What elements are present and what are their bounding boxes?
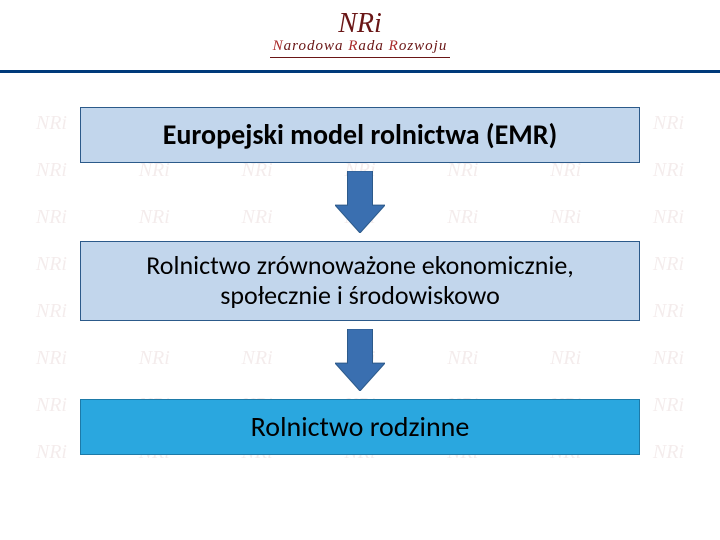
- logo-monogram: NRi: [270, 10, 450, 38]
- header-divider: [0, 70, 720, 73]
- logo-text: Narodowa Rada Rozwoju: [270, 38, 450, 55]
- flow-box-family-text: Rolnictwo rodzinne: [251, 411, 470, 443]
- slide-header: NRi Narodowa Rada Rozwoju: [0, 0, 720, 77]
- arrow-down-icon: [335, 171, 385, 233]
- flow-diagram: Europejski model rolnictwa (EMR) Rolnict…: [0, 77, 720, 455]
- flow-box-emr: Europejski model rolnictwa (EMR): [80, 107, 640, 163]
- flow-box-sustainable: Rolnictwo zrównoważone ekonomicznie, spo…: [80, 241, 640, 321]
- flow-box-family: Rolnictwo rodzinne: [80, 399, 640, 455]
- flow-box-emr-text: Europejski model rolnictwa (EMR): [163, 119, 558, 151]
- arrow-down-icon: [335, 329, 385, 391]
- logo-underline: [270, 57, 450, 58]
- logo: NRi Narodowa Rada Rozwoju: [270, 10, 450, 58]
- flow-box-sustainable-text: Rolnictwo zrównoważone ekonomicznie, spo…: [99, 251, 621, 311]
